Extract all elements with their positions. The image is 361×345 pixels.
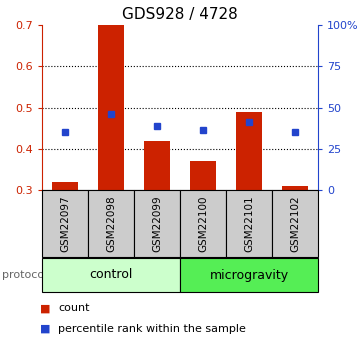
Title: GDS928 / 4728: GDS928 / 4728 (122, 8, 238, 22)
Text: GSM22100: GSM22100 (198, 195, 208, 252)
Bar (98, 25, 124, 190)
Text: microgravity: microgravity (209, 268, 288, 282)
Bar (190, 161, 216, 190)
Text: count: count (58, 303, 90, 313)
Text: ■: ■ (40, 324, 50, 334)
Text: GSM22097: GSM22097 (60, 195, 70, 252)
Bar (236, 112, 262, 190)
Bar (282, 186, 308, 190)
Bar (52, 182, 78, 190)
Text: ■: ■ (40, 303, 50, 313)
Text: GSM22101: GSM22101 (244, 195, 254, 252)
Text: control: control (89, 268, 133, 282)
Text: protocol ▶: protocol ▶ (2, 270, 59, 280)
Text: GSM22102: GSM22102 (290, 195, 300, 252)
Text: percentile rank within the sample: percentile rank within the sample (58, 324, 246, 334)
Text: GSM22099: GSM22099 (152, 195, 162, 252)
Bar (144, 140, 170, 190)
Text: GSM22098: GSM22098 (106, 195, 116, 252)
